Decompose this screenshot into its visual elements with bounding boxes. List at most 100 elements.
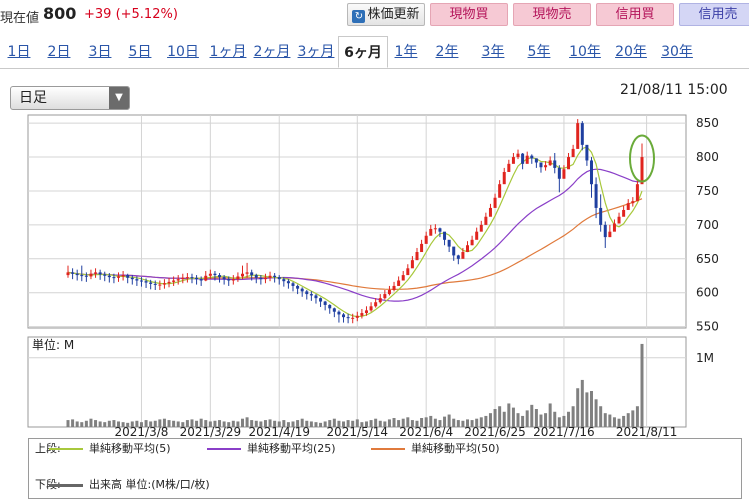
candle-body bbox=[392, 285, 396, 291]
candle-body bbox=[612, 223, 616, 232]
volume-bar bbox=[158, 419, 162, 427]
tab-label: 10年 bbox=[569, 44, 601, 60]
candle-body bbox=[521, 153, 525, 164]
tab-13[interactable]: 10年 bbox=[562, 36, 608, 68]
volume-bar bbox=[213, 420, 217, 427]
volume-bar bbox=[84, 420, 88, 427]
volume-bar bbox=[562, 415, 566, 427]
volume-bar bbox=[571, 406, 575, 427]
volume-bar bbox=[314, 422, 318, 427]
volume-bar bbox=[282, 420, 286, 427]
margin-sell-button[interactable]: 信用売 bbox=[679, 3, 749, 26]
candle-body bbox=[98, 272, 102, 275]
candle-body bbox=[107, 275, 111, 278]
period-tabs: 1日 2日 3日 5日 10日 1ヶ月 2ヶ月 3ヶ月 6ヶ月 1年 2年 3年 5年 10年 20年 30年 bbox=[0, 36, 749, 69]
highlight-circle bbox=[629, 134, 655, 183]
cash-sell-button[interactable]: 現物売 bbox=[513, 3, 591, 26]
tab-11[interactable]: 3年 bbox=[470, 36, 516, 68]
candle-body bbox=[438, 228, 442, 232]
tab-3[interactable]: 5日 bbox=[120, 36, 160, 68]
candle-body bbox=[626, 203, 630, 210]
interval-select[interactable]: 日足 ▼ bbox=[10, 86, 130, 110]
cash-buy-button[interactable]: 現物買 bbox=[430, 3, 508, 26]
candle-body bbox=[493, 197, 497, 208]
margin-buy-button[interactable]: 信用買 bbox=[596, 3, 674, 26]
volume-bar bbox=[112, 420, 116, 427]
ma25-line bbox=[67, 168, 642, 302]
tab-label: 5日 bbox=[128, 44, 152, 60]
tab-14[interactable]: 20年 bbox=[608, 36, 654, 68]
tab-label: 1ヶ月 bbox=[209, 44, 247, 60]
candle-body bbox=[227, 279, 231, 281]
volume-bar bbox=[139, 422, 143, 427]
price-tick-label: 750 bbox=[696, 184, 719, 198]
tab-7[interactable]: 3ヶ月 bbox=[294, 36, 338, 68]
refresh-price-label: 株価更新 bbox=[367, 7, 420, 22]
volume-bar bbox=[342, 421, 346, 427]
ma50-line-swatch bbox=[371, 448, 405, 450]
candle-body bbox=[167, 281, 171, 284]
date-tick-label: 2021/6/4 bbox=[399, 425, 453, 438]
candle-body bbox=[424, 235, 428, 244]
tab-15[interactable]: 30年 bbox=[654, 36, 700, 68]
volume-bar bbox=[521, 415, 525, 427]
volume-bar bbox=[516, 413, 520, 427]
tab-2[interactable]: 3日 bbox=[80, 36, 120, 68]
tab-6[interactable]: 2ヶ月 bbox=[250, 36, 294, 68]
tab-label: 3ヶ月 bbox=[297, 44, 335, 60]
volume-bar bbox=[401, 418, 405, 427]
volume-bar bbox=[75, 421, 79, 427]
volume-bar bbox=[534, 409, 538, 427]
volume-bar bbox=[466, 419, 470, 427]
volume-bar bbox=[447, 414, 451, 427]
candle-body bbox=[277, 277, 281, 280]
tab-10[interactable]: 2年 bbox=[424, 36, 470, 68]
tab-8[interactable]: 6ヶ月 bbox=[338, 36, 388, 68]
volume-bar bbox=[599, 406, 603, 427]
current-price: 800 bbox=[43, 4, 77, 23]
volume-bar bbox=[263, 420, 267, 427]
legend-upper-label: 上段: bbox=[35, 442, 61, 455]
dropdown-arrow-icon: ▼ bbox=[109, 87, 129, 109]
volume-bar bbox=[337, 420, 341, 427]
tab-1[interactable]: 2日 bbox=[38, 36, 80, 68]
candle-body bbox=[319, 298, 323, 302]
refresh-icon: ↻ bbox=[352, 10, 366, 23]
candle-body bbox=[208, 273, 212, 276]
stock-chart: 550 600 650 700 750 800 850 2021/3/8 2021/3/29 20… bbox=[27, 114, 719, 438]
tab-5[interactable]: 1ヶ月 bbox=[206, 36, 250, 68]
volume-bar bbox=[286, 422, 290, 427]
candle-body bbox=[374, 302, 378, 307]
volume-bar bbox=[195, 420, 199, 427]
tab-0[interactable]: 1日 bbox=[0, 36, 38, 68]
candle-body bbox=[126, 275, 130, 278]
date-tick-label: 2021/8/11 bbox=[616, 425, 678, 438]
volume-bar bbox=[89, 418, 93, 427]
current-price-label: 現在値 bbox=[0, 11, 40, 26]
price-tick-label: 550 bbox=[696, 320, 719, 334]
candle-body bbox=[121, 275, 125, 277]
volume-bar bbox=[438, 420, 442, 427]
volume-bar bbox=[250, 420, 254, 427]
price-tick-label: 650 bbox=[696, 252, 719, 266]
tab-9[interactable]: 1年 bbox=[388, 36, 424, 68]
candle-body bbox=[291, 283, 295, 286]
candle-body bbox=[286, 281, 290, 284]
volume-bar bbox=[245, 417, 249, 427]
volume-unit-label: 単位: M bbox=[32, 337, 74, 352]
candle-body bbox=[631, 201, 635, 204]
candle-body bbox=[162, 283, 166, 285]
volume-bar bbox=[603, 413, 607, 427]
tab-4[interactable]: 10日 bbox=[160, 36, 206, 68]
candle-body bbox=[447, 239, 451, 247]
volume-bar bbox=[544, 413, 548, 427]
candle-body bbox=[544, 165, 548, 168]
tab-12[interactable]: 5年 bbox=[516, 36, 562, 68]
chart-legend: 上段: 単純移動平均(5) 単純移動平均(25) 単純移動平均(50) 下段: … bbox=[28, 438, 742, 499]
candle-body bbox=[323, 301, 327, 305]
candle-body bbox=[576, 123, 580, 149]
refresh-price-button[interactable]: ↻ 株価更新 bbox=[347, 3, 425, 26]
candle-body bbox=[534, 158, 538, 163]
volume-bar bbox=[208, 421, 212, 427]
candle-body bbox=[635, 184, 639, 202]
